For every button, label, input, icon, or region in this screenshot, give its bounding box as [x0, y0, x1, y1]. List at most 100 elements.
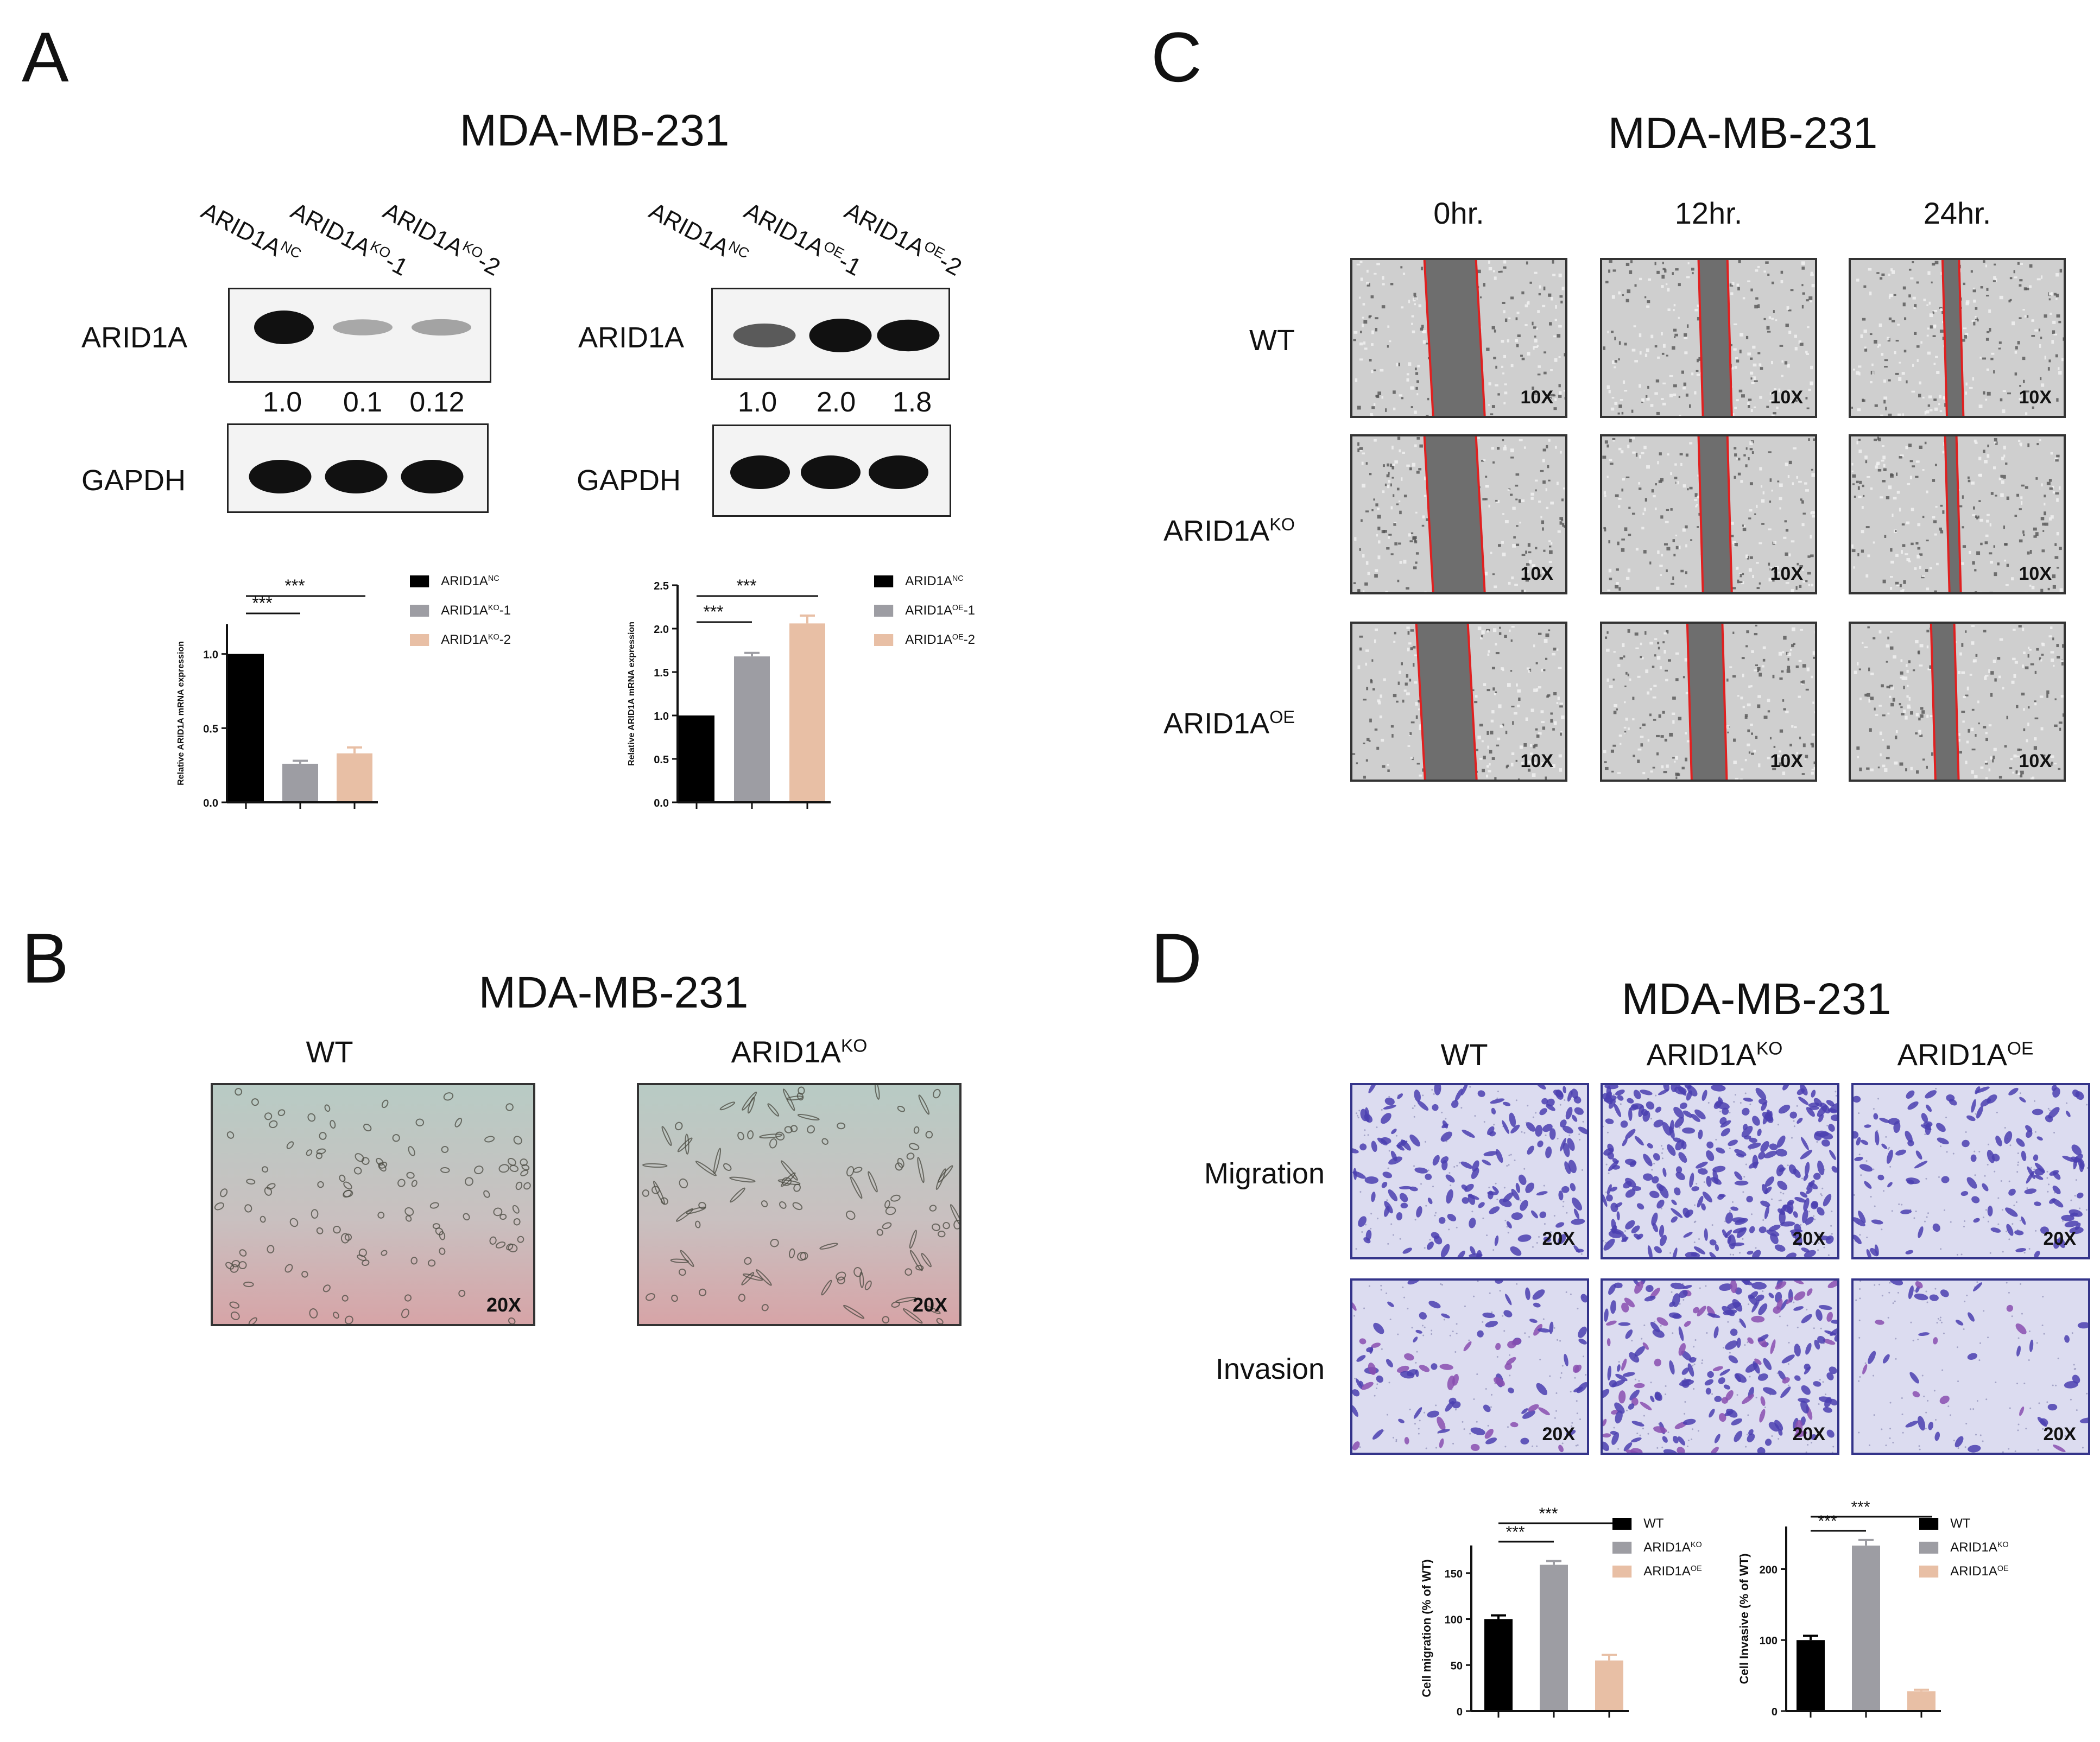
cell-texture: [1793, 643, 1795, 645]
membrane-pore: [1801, 1177, 1803, 1180]
stained-cell: [1971, 1099, 1976, 1113]
cell-texture: [1787, 666, 1791, 670]
membrane-pore: [2029, 1407, 2032, 1409]
stained-cell: [1826, 1100, 1835, 1106]
membrane-pore: [1938, 1176, 1940, 1178]
cell-texture: [1416, 471, 1420, 474]
cell-texture: [1394, 460, 1398, 464]
cell-texture: [2048, 635, 2052, 638]
cell-texture: [1377, 527, 1381, 530]
transwell-field: [1352, 1281, 1587, 1453]
membrane-pore: [1493, 1124, 1495, 1126]
stained-cell: [1604, 1085, 1619, 1089]
cell-texture: [1482, 498, 1486, 501]
membrane-pore: [1823, 1246, 1825, 1249]
cell-texture: [1618, 404, 1622, 408]
cell-texture: [1494, 777, 1497, 780]
membrane-pore: [1413, 1165, 1415, 1167]
cell-texture: [1398, 363, 1400, 366]
cell-texture: [2049, 517, 2052, 521]
cell-texture: [1754, 380, 1758, 382]
stained-cell: [2071, 1156, 2082, 1163]
membrane-pore: [1576, 1400, 1578, 1402]
membrane-pore: [1744, 1344, 1746, 1346]
cell-texture: [1407, 631, 1410, 635]
cell-texture: [1926, 304, 1928, 306]
cell-texture: [1741, 768, 1744, 771]
stained-cell: [1414, 1167, 1428, 1174]
cell-texture: [1660, 478, 1664, 482]
cell-texture: [1618, 291, 1621, 295]
cell-texture: [2009, 299, 2012, 301]
cell-texture: [1497, 393, 1500, 396]
stained-cell: [1864, 1181, 1872, 1189]
membrane-pore: [2042, 1296, 2044, 1298]
cell-texture: [1413, 536, 1417, 540]
cell-texture: [1485, 485, 1489, 488]
stained-cell: [1530, 1210, 1538, 1219]
cell-texture: [1658, 480, 1662, 483]
membrane-pore: [1925, 1177, 1927, 1180]
stained-cell: [1402, 1247, 1412, 1254]
cell-texture: [1791, 725, 1794, 728]
legend-swatch: [410, 634, 429, 646]
membrane-pore: [1425, 1447, 1427, 1449]
column-label: ARID1AKO: [731, 1037, 868, 1067]
cell-texture: [1411, 322, 1413, 325]
cell-texture: [1387, 463, 1389, 467]
membrane-pore: [1729, 1352, 1731, 1354]
membrane-pore: [1997, 1197, 2000, 1199]
cell-texture: [2021, 692, 2025, 696]
membrane-pore: [1885, 1136, 1887, 1138]
cell-texture: [1685, 525, 1688, 529]
cell-texture: [1511, 626, 1515, 628]
membrane-pore: [1679, 1126, 1681, 1129]
cell-texture: [1808, 389, 1811, 391]
membrane-pore: [1778, 1437, 1780, 1440]
cell-texture: [1379, 715, 1382, 719]
cell-texture: [1785, 529, 1789, 532]
cell-texture: [1988, 309, 1991, 313]
stained-cell: [1580, 1294, 1587, 1303]
cell-texture: [1491, 405, 1495, 408]
cell-texture: [1523, 590, 1526, 592]
membrane-pore: [1881, 1428, 1883, 1430]
cell-texture: [1886, 757, 1890, 759]
cell-texture: [2059, 547, 2062, 550]
cell-texture: [1932, 479, 1935, 482]
cell-texture: [1672, 576, 1674, 580]
cell: [890, 1194, 901, 1202]
stained-cell: [1434, 1085, 1441, 1095]
stained-cell: [1734, 1373, 1747, 1383]
membrane-pore: [1975, 1434, 1977, 1436]
cell-texture: [1891, 474, 1894, 477]
stained-cell: [1504, 1363, 1513, 1370]
membrane-pore: [1491, 1311, 1493, 1313]
cell-texture: [1670, 472, 1672, 476]
membrane-pore: [1703, 1181, 1705, 1183]
cell-texture: [2042, 530, 2045, 532]
blot-right-gapdh-label: GAPDH: [577, 464, 681, 497]
bar: [789, 623, 825, 802]
label-superscript: NC: [488, 574, 499, 583]
cell-texture: [1559, 391, 1562, 395]
cell-texture: [1665, 679, 1668, 682]
cell-texture: [1917, 547, 1921, 550]
cell-texture: [1927, 327, 1930, 330]
cell-texture: [1897, 413, 1901, 416]
cell: [410, 1257, 418, 1265]
cell-texture: [1933, 325, 1937, 328]
stained-cell: [1352, 1389, 1360, 1397]
cell-texture: [1393, 523, 1396, 526]
cell-texture: [1791, 627, 1795, 631]
label-suffix: -1: [499, 603, 511, 618]
label-base: WT: [1950, 1516, 1971, 1531]
stained-cell: [1655, 1106, 1662, 1113]
membrane-pore: [1571, 1425, 1573, 1427]
cell-texture: [1632, 718, 1635, 720]
cell-texture: [1362, 484, 1365, 488]
cell-texture: [1810, 382, 1813, 385]
cell-texture: [1935, 505, 1938, 508]
cell-texture: [1929, 567, 1932, 569]
stained-cell: [1777, 1181, 1788, 1190]
